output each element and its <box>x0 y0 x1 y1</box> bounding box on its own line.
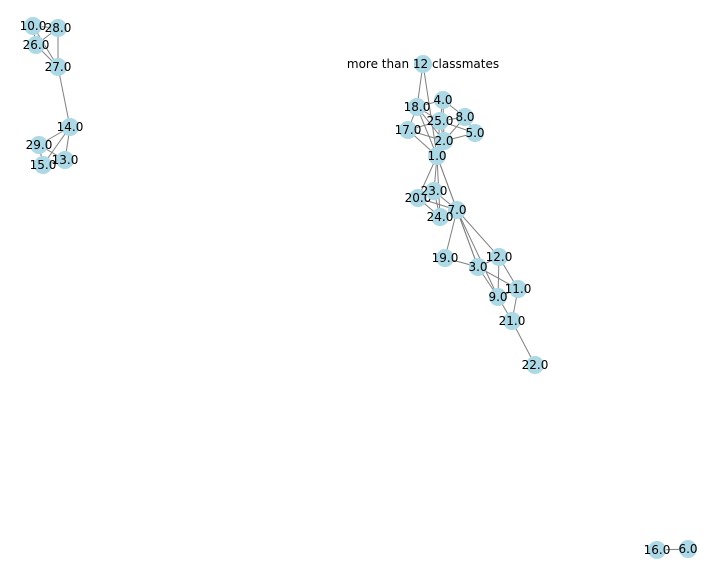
edge-7-0-3-0 <box>456 209 479 268</box>
node-circle <box>434 91 452 109</box>
node-17-0: 17.0 <box>395 121 422 139</box>
node-layer: more than 12 classmates 1.02.0 3.0 4.0 5.0 6.… <box>20 17 698 559</box>
node-circle <box>27 36 45 54</box>
node-label: 16.0 <box>644 543 671 557</box>
node-13-0: 13.0 <box>52 151 79 169</box>
node-circle <box>56 151 74 169</box>
node-circle <box>409 189 427 207</box>
node-label: 27.0 <box>45 60 72 74</box>
node-circle <box>466 124 484 142</box>
node-circle <box>456 108 474 126</box>
node-label: 28.0 <box>45 21 72 35</box>
node-label: 17.0 <box>395 123 422 137</box>
node-label: 2.0 <box>434 134 453 148</box>
edge-layer <box>32 25 689 551</box>
node-label: 24.0 <box>427 210 454 224</box>
node-label: 26.0 <box>23 38 50 52</box>
node-circle <box>503 312 521 330</box>
node-circle <box>526 356 544 374</box>
node-22-0: 22.0 <box>522 356 549 374</box>
edge-more-than-12-classmates-1-0 <box>422 63 438 157</box>
node-21-0: 21.0 <box>499 312 526 330</box>
node-label: 15.0 <box>30 158 57 172</box>
node-circle <box>436 249 454 267</box>
node-circle <box>431 208 449 226</box>
node-16-0: 16.0 <box>644 541 671 559</box>
node-circle <box>469 258 487 276</box>
node-circle <box>61 118 79 136</box>
node-6-0: 6.0 <box>678 540 698 558</box>
node-23-0: 23.0 <box>421 182 448 200</box>
node-label: 12.0 <box>486 250 513 264</box>
node-circle <box>30 136 48 154</box>
node-label: more than 12 classmates <box>347 57 499 71</box>
node-4-0: 4.0 <box>433 91 453 109</box>
node-8-0: 8.0 <box>455 108 475 126</box>
node-circle <box>408 98 426 116</box>
node-circle <box>24 17 42 35</box>
edge-27-0-14-0 <box>57 66 71 128</box>
node-label: 25.0 <box>427 114 454 128</box>
node-label: 13.0 <box>52 153 79 167</box>
node-more-than-12-classmates: more than 12 classmates <box>347 55 499 73</box>
node-circle <box>448 201 466 219</box>
node-circle <box>428 147 446 165</box>
node-circle <box>509 280 527 298</box>
node-circle <box>490 248 508 266</box>
node-label: 10.0 <box>20 19 47 33</box>
node-circle <box>425 182 443 200</box>
node-2-0: 2.0 <box>434 132 454 150</box>
node-circle <box>435 132 453 150</box>
node-circle <box>399 121 417 139</box>
node-label: 9.0 <box>488 290 507 304</box>
node-26-0: 26.0 <box>23 36 50 54</box>
node-25-0: 25.0 <box>427 112 454 130</box>
node-19-0: 19.0 <box>432 249 459 267</box>
node-label: 23.0 <box>421 184 448 198</box>
node-label: 19.0 <box>432 251 459 265</box>
edge-7-0-9-0 <box>456 209 499 298</box>
node-label: 11.0 <box>505 282 532 296</box>
node-5-0: 5.0 <box>465 124 485 142</box>
node-24-0: 24.0 <box>427 208 454 226</box>
node-circle <box>49 19 67 37</box>
edge-7-0-12-0 <box>456 209 500 258</box>
node-circle <box>49 58 67 76</box>
node-10-0: 10.0 <box>20 17 47 35</box>
node-label: 21.0 <box>499 314 526 328</box>
node-label: 3.0 <box>468 260 487 274</box>
node-9-0: 9.0 <box>488 288 508 306</box>
node-1-0: 1.0 <box>427 147 447 165</box>
node-label: 22.0 <box>522 358 549 372</box>
node-circle <box>431 112 449 130</box>
node-15-0: 15.0 <box>30 156 57 174</box>
node-28-0: 28.0 <box>45 19 72 37</box>
node-circle <box>34 156 52 174</box>
node-14-0: 14.0 <box>57 118 84 136</box>
node-circle <box>648 541 666 559</box>
node-11-0: 11.0 <box>505 280 532 298</box>
node-3-0: 3.0 <box>468 258 488 276</box>
node-29-0: 29.0 <box>26 136 53 154</box>
node-label: 7.0 <box>447 203 466 217</box>
node-label: 29.0 <box>26 138 53 152</box>
node-12-0: 12.0 <box>486 248 513 266</box>
node-label: 5.0 <box>465 126 484 140</box>
node-label: 6.0 <box>678 542 697 556</box>
node-label: 8.0 <box>455 110 474 124</box>
node-27-0: 27.0 <box>45 58 72 76</box>
node-circle <box>489 288 507 306</box>
node-label: 4.0 <box>433 93 452 107</box>
node-18-0: 18.0 <box>404 98 431 116</box>
node-label: 18.0 <box>404 100 431 114</box>
node-circle <box>679 540 697 558</box>
node-circle <box>414 55 432 73</box>
node-label: 14.0 <box>57 120 84 134</box>
node-label: 20.0 <box>405 191 432 205</box>
node-7-0: 7.0 <box>447 201 467 219</box>
node-20-0: 20.0 <box>405 189 432 207</box>
node-label: 1.0 <box>427 149 446 163</box>
